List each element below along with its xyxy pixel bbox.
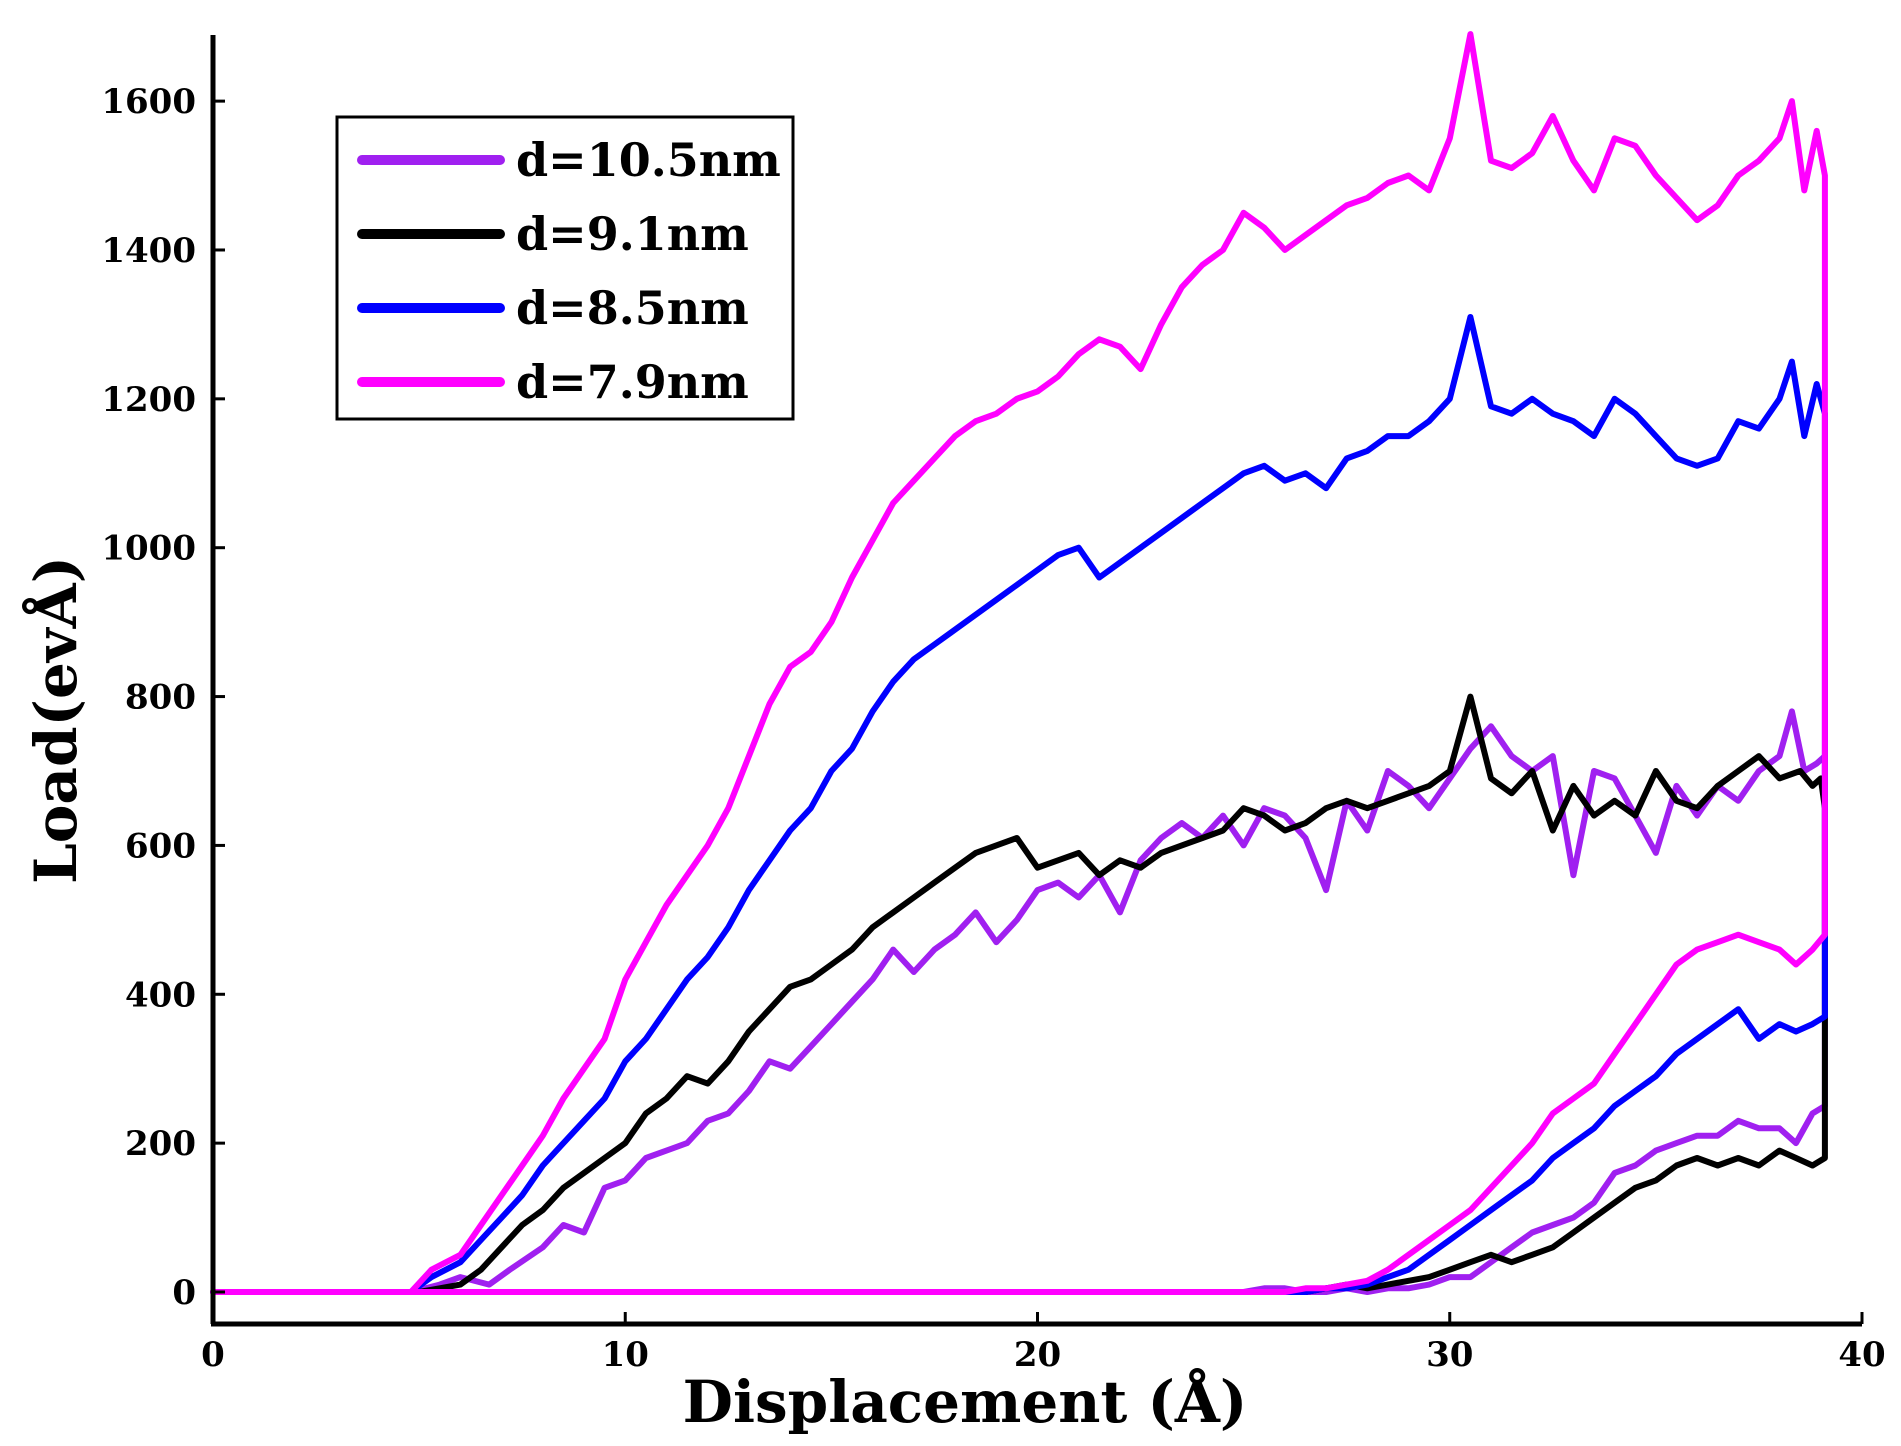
legend-label-d7-9nm: d=7.9nm [516,355,749,409]
y-tick-label: 1400 [101,231,196,271]
y-tick-label: 800 [125,678,196,718]
x-tick-label: 40 [1838,1335,1885,1375]
y-tick-label: 600 [125,826,196,866]
x-tick-label: 30 [1426,1335,1473,1375]
series-line-d-7-9nm [210,31,1828,1295]
y-axis-title: Load(evÅ) [22,556,90,884]
y-tick-label: 1000 [101,529,196,569]
y-tick-label: 400 [125,975,196,1015]
series-line-d-8-5nm [210,314,1828,1295]
y-tick-label: 0 [172,1273,196,1313]
series-layer [210,31,1828,1295]
y-tick-label: 1600 [101,82,196,122]
x-tick-label: 20 [1014,1335,1061,1375]
x-tick-label: 0 [201,1335,225,1375]
legend: d=10.5nm d=9.1nm d=8.5nm d=7.9nm [335,115,795,421]
x-axis-title: Displacement (Å) [683,1368,1248,1436]
legend-label-d10-5nm: d=10.5nm [516,133,781,187]
x-tick-label: 10 [602,1335,649,1375]
legend-label-d9-1nm: d=9.1nm [516,207,749,261]
y-tick-label: 200 [125,1124,196,1164]
legend-label-d8-5nm: d=8.5nm [516,281,749,335]
y-tick-label: 1200 [101,380,196,420]
legend-box [335,115,795,421]
series-line-d-9-1nm [210,693,1828,1295]
